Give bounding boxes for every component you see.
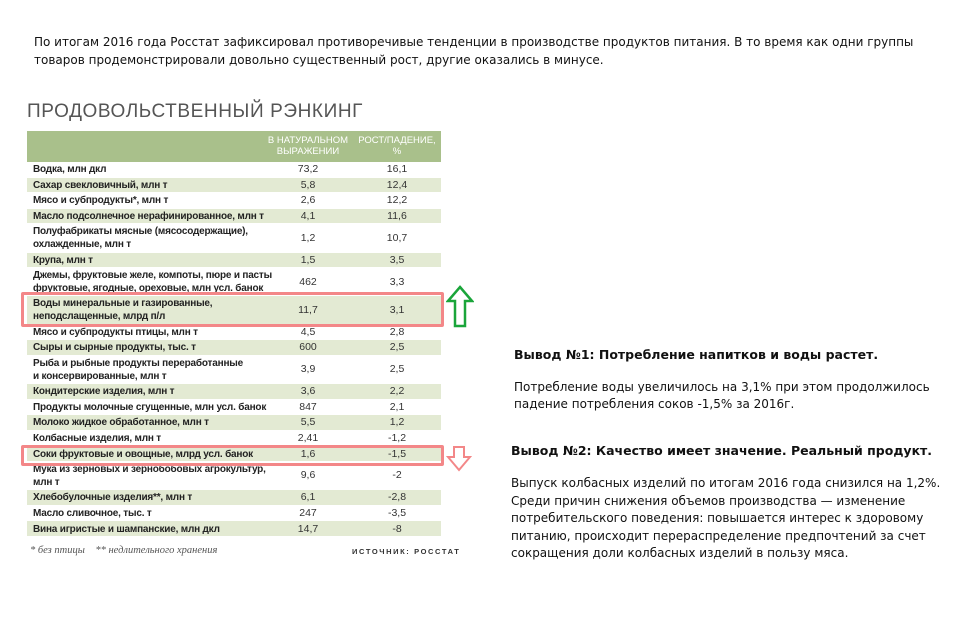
row-value: 11,7 — [298, 303, 318, 316]
row-value: 3,6 — [300, 385, 316, 398]
row-change: 12,2 — [386, 194, 408, 207]
row-change: -3,5 — [387, 506, 407, 519]
row-value: 247 — [299, 506, 317, 519]
table-row: Крупа, млн т 1,5 3,5 — [27, 252, 441, 269]
table-row: Сахар свекловичный, млн т 5,8 12,4 — [27, 177, 441, 194]
row-value: 73,2 — [297, 163, 319, 176]
row-label: Колбасные изделия, млн т — [33, 432, 161, 444]
arrow-up-icon — [446, 285, 474, 328]
row-label: Соки фруктовые и овощные, млрд усл. бано… — [33, 448, 253, 460]
table-row: Продукты молочные сгущенные, млн усл. ба… — [27, 400, 441, 416]
table-row: Водка, млн дкл 73,2 16,1 — [27, 162, 441, 178]
row-change: 2,5 — [389, 363, 405, 376]
row-change: 2,1 — [389, 400, 405, 413]
conclusion-2-title: Вывод №2: Качество имеет значение. Реаль… — [511, 443, 933, 458]
conclusion-1-text: Потребление воды увеличилось на 3,1% при… — [514, 380, 930, 411]
row-change: 2,2 — [389, 385, 405, 398]
row-label: Мясо и субпродукты птицы, млн т — [33, 326, 198, 338]
row-value: 847 — [299, 400, 317, 413]
row-change: 2,5 — [389, 341, 405, 354]
table-header: В НАТУРАЛЬНОМ ВЫРАЖЕНИИ РОСТ/ПАДЕНИЕ, % — [27, 131, 441, 162]
row-value: 4,1 — [300, 210, 316, 223]
row-label: Масло подсолнечное нерафинированное, млн… — [33, 211, 264, 223]
table-row: Кондитерские изделия, млн т 3,6 2,2 — [27, 383, 441, 400]
row-label: Полуфабрикаты мясные (мясосодержащие), о… — [33, 226, 248, 251]
row-value: 2,41 — [297, 431, 319, 444]
row-value: 1,2 — [300, 231, 316, 244]
table-source: ИСТОЧНИК: РОССТАТ — [352, 547, 461, 556]
ranking-table: В НАТУРАЛЬНОМ ВЫРАЖЕНИИ РОСТ/ПАДЕНИЕ, % … — [27, 131, 441, 537]
row-value: 3,9 — [300, 363, 316, 376]
row-value: 9,6 — [300, 469, 316, 482]
column-header-natural: В НАТУРАЛЬНОМ ВЫРАЖЕНИИ — [267, 135, 349, 157]
row-change: 16,1 — [386, 163, 408, 176]
row-change: -1,2 — [387, 431, 407, 444]
row-label: Сыры и сырные продукты, тыс. т — [33, 342, 196, 354]
row-value: 1,5 — [300, 253, 316, 266]
row-label: Молоко жидкое обработанное, млн т — [33, 417, 209, 429]
row-label: Крупа, млн т — [33, 254, 93, 266]
table-row: Сыры и сырные продукты, тыс. т 600 2,5 — [27, 340, 441, 356]
row-change: 3,1 — [389, 303, 405, 316]
row-label: Водка, млн дкл — [33, 164, 107, 176]
table-row: Вина игристые и шампанские, млн дкл 14,7 -… — [27, 521, 441, 537]
table-row: Соки фруктовые и овощные, млрд усл. бано… — [27, 446, 441, 462]
table-row: Колбасные изделия, млн т 2,41 -1,2 — [27, 431, 441, 447]
row-label: Джемы, фруктовые желе, компоты, пюре и п… — [33, 270, 272, 295]
row-change: -8 — [392, 522, 402, 535]
table-row: Мясо и субпродукты птицы, млн т 4,5 2,8 — [27, 325, 441, 341]
highlight-box-juice — [21, 445, 444, 466]
row-value: 600 — [299, 341, 317, 354]
row-value: 14,7 — [297, 522, 319, 535]
table-row: Мясо и субпродукты*, млн т 2,6 12,2 — [27, 193, 441, 209]
row-label: Масло сливочное, тыс. т — [33, 507, 152, 519]
row-change: -1,5 — [387, 447, 407, 460]
row-change: 1,2 — [389, 416, 405, 429]
row-change: 2,8 — [389, 325, 405, 338]
row-change: 3,5 — [389, 253, 405, 266]
table-row: Рыба и рыбные продукты переработанные и … — [27, 356, 441, 384]
row-change: 3,3 — [389, 275, 405, 288]
row-value: 2,6 — [300, 194, 316, 207]
table-row: Масло сливочное, тыс. т 247 -3,5 — [27, 506, 441, 522]
row-change: 10,7 — [386, 231, 408, 244]
row-value: 5,5 — [300, 416, 316, 429]
row-change: -2 — [392, 469, 402, 482]
ranking-title: ПРОДОВОЛЬСТВЕННЫЙ РЭНКИНГ — [27, 101, 364, 122]
row-value: 4,5 — [300, 325, 316, 338]
row-change: -2,8 — [387, 491, 407, 504]
table-row: Джемы, фруктовые желе, компоты, пюре и п… — [27, 268, 441, 297]
intro-paragraph: По итогам 2016 года Росстат зафиксировал… — [34, 35, 914, 67]
table-row: Хлебобулочные изделия**, млн т 6,1 -2,8 — [27, 490, 441, 506]
row-value: 6,1 — [300, 491, 316, 504]
row-value: 1,6 — [300, 447, 316, 460]
table-body: Водка, млн дкл 73,2 16,1 Сахар свекловичный… — [27, 162, 441, 537]
row-value: 5,8 — [300, 178, 316, 191]
conclusion-1-title: Вывод №1: Потребление напитков и воды ра… — [514, 347, 879, 362]
row-change: 11,6 — [387, 210, 407, 223]
table-footnote: * без птицы ** недлительного хранения — [30, 545, 218, 556]
row-label: Хлебобулочные изделия**, млн т — [33, 492, 193, 504]
row-label: Кондитерские изделия, млн т — [33, 386, 175, 398]
row-change: 12,4 — [386, 178, 408, 191]
table-row: Мука из зерновых и зернобобовых агрокуль… — [27, 462, 441, 491]
column-header-change: РОСТ/ПАДЕНИЕ, % — [358, 135, 436, 157]
row-label: Мука из зерновых и зернобобовых агрокуль… — [33, 463, 266, 488]
row-label: Продукты молочные сгущенные, млн усл. ба… — [33, 401, 267, 413]
row-value: 462 — [299, 275, 317, 288]
arrow-down-icon — [446, 446, 472, 472]
table-row: Масло подсолнечное нерафинированное, млн… — [27, 208, 441, 225]
row-label: Вина игристые и шампанские, млн дкл — [33, 523, 220, 535]
row-label: Рыба и рыбные продукты переработанные и … — [33, 357, 243, 382]
row-label: Воды минеральные и газированные, неподсл… — [33, 298, 213, 323]
conclusion-2-text: Выпуск колбасных изделий по итогам 2016 … — [511, 476, 941, 560]
row-label: Сахар свекловичный, млн т — [33, 179, 168, 191]
table-row: Полуфабрикаты мясные (мясосодержащие), о… — [27, 224, 441, 253]
table-row: Молоко жидкое обработанное, млн т 5,5 1,2 — [27, 415, 441, 431]
row-label: Мясо и субпродукты*, млн т — [33, 195, 169, 207]
highlight-box-water — [21, 292, 444, 327]
